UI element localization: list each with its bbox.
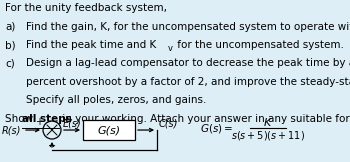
Text: For the unity feedback system,: For the unity feedback system, <box>5 3 167 13</box>
FancyBboxPatch shape <box>83 120 135 140</box>
Text: Find the peak time and K: Find the peak time and K <box>26 40 156 50</box>
Text: Specify all poles, zeros, and gains.: Specify all poles, zeros, and gains. <box>26 95 206 105</box>
Text: Show: Show <box>5 114 37 124</box>
Text: $G(s) =$: $G(s) =$ <box>200 122 233 134</box>
Text: Find the gain, K, for the uncompensated system to operate with 30% overshoot.: Find the gain, K, for the uncompensated … <box>26 22 350 32</box>
Text: in your working. Attach your answer in any suitable format.: in your working. Attach your answer in a… <box>59 114 350 124</box>
Text: v: v <box>167 44 172 53</box>
Text: R(s): R(s) <box>2 125 21 135</box>
Text: G(s): G(s) <box>97 125 120 135</box>
Text: percent overshoot by a factor of 2, and improve the steady-state error by a fact: percent overshoot by a factor of 2, and … <box>26 77 350 87</box>
Text: b): b) <box>5 40 16 50</box>
Text: a): a) <box>5 22 16 32</box>
Text: for the uncompensated system.: for the uncompensated system. <box>174 40 344 50</box>
Text: $K$: $K$ <box>263 116 273 128</box>
Text: −: − <box>48 140 56 150</box>
Text: +: + <box>35 117 43 127</box>
Text: C(s): C(s) <box>159 118 178 128</box>
Text: all steps: all steps <box>22 114 72 124</box>
Text: $s(s+5)(s+11)$: $s(s+5)(s+11)$ <box>231 128 305 142</box>
Text: c): c) <box>5 58 15 68</box>
Text: Design a lag-lead compensator to decrease the peak time by a factor of 2, decrea: Design a lag-lead compensator to decreas… <box>26 58 350 68</box>
Text: E(s): E(s) <box>63 118 82 128</box>
